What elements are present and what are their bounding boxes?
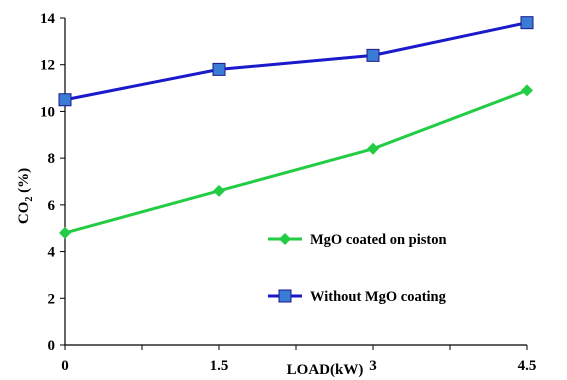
data-point xyxy=(367,142,379,155)
axes: 0 2 4 6 8 10 12 14 0 1.5 3 4.5 xyxy=(40,11,536,374)
y-tick-label: 8 xyxy=(48,151,56,167)
legend: MgO coated on piston Without MgO coating xyxy=(268,232,447,305)
legend-item: Without MgO coating xyxy=(268,289,447,305)
y-axis-title-main: CO xyxy=(16,202,32,225)
y-tick-label: 14 xyxy=(40,11,56,27)
data-point xyxy=(212,62,226,76)
data-point xyxy=(58,93,72,107)
legend-label: Without MgO coating xyxy=(310,289,447,305)
y-axis-title-subscript: 2 xyxy=(24,197,35,202)
series-line xyxy=(64,21,528,102)
series-0 xyxy=(59,84,533,239)
legend-swatch-marker xyxy=(279,233,291,245)
y-axis-title-unit: (%) xyxy=(16,168,32,197)
y-axis-title: CO2 (%) xyxy=(16,168,35,224)
series-line xyxy=(64,89,528,235)
x-tick-label: 4.5 xyxy=(518,358,537,374)
y-tick-label: 0 xyxy=(48,338,56,354)
data-point xyxy=(366,48,380,62)
data-point xyxy=(520,16,534,30)
y-tick-label: 4 xyxy=(48,245,56,261)
data-point xyxy=(521,84,533,97)
legend-swatch-marker xyxy=(278,289,292,303)
data-point xyxy=(213,184,225,197)
y-tick-label: 10 xyxy=(40,104,55,120)
data-point xyxy=(59,226,71,239)
x-tick-label: 0 xyxy=(61,358,69,374)
y-tick-label: 6 xyxy=(48,198,56,214)
x-tick-label: 3 xyxy=(369,358,377,374)
y-tick-label: 12 xyxy=(40,58,55,74)
y-tick-label: 2 xyxy=(48,291,56,307)
series-1 xyxy=(58,16,534,107)
x-tick-label: 1.5 xyxy=(210,358,229,374)
svg-text:CO2 (%): CO2 (%) xyxy=(16,168,35,224)
series-layer xyxy=(58,16,534,239)
legend-item: MgO coated on piston xyxy=(268,232,447,248)
legend-label: MgO coated on piston xyxy=(310,232,447,248)
x-axis-title: LOAD(kW) xyxy=(287,362,364,378)
